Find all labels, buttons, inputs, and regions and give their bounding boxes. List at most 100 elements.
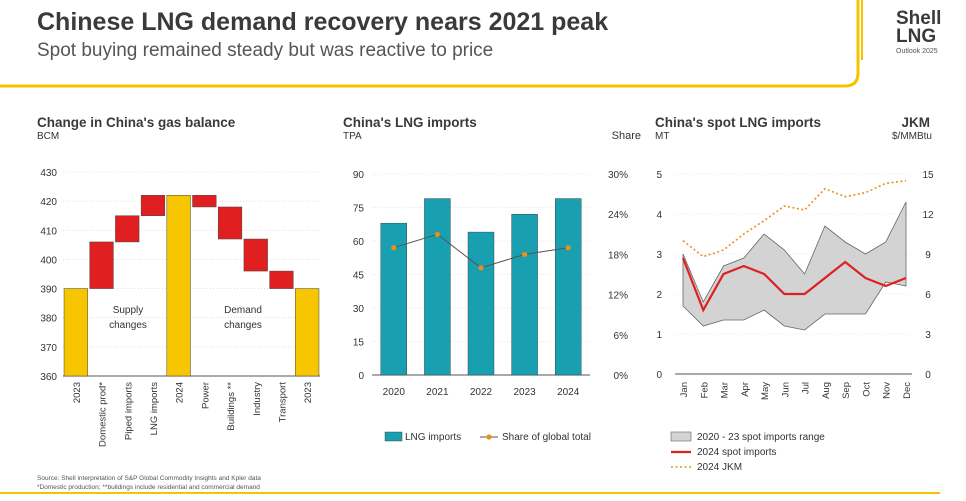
chart3-category-label: Nov bbox=[882, 382, 893, 399]
chart1-bar bbox=[295, 288, 320, 377]
logo-line-outlook: Outlook 2025 bbox=[896, 48, 938, 55]
chart3-y2tick-label: 15 bbox=[922, 170, 934, 181]
shell-lng-logo: Shell LNG Outlook 2025 bbox=[896, 8, 958, 55]
chart3-category-label: May bbox=[760, 382, 771, 400]
page-subtitle: Spot buying remained steady but was reac… bbox=[37, 40, 494, 61]
chart2-category-label: 2021 bbox=[426, 387, 449, 398]
chart2-category-label: 2024 bbox=[557, 387, 580, 398]
chart3-y2tick-label: 3 bbox=[925, 330, 931, 341]
page-title: Chinese LNG demand recovery nears 2021 p… bbox=[37, 8, 609, 36]
chart3-y2tick-label: 9 bbox=[925, 250, 931, 261]
chart2-y2label: Share bbox=[612, 130, 641, 142]
chart1-category-label: 2024 bbox=[175, 382, 186, 403]
chart2-y2tick-label: 12% bbox=[608, 291, 628, 302]
footer-note: *Domestic production; **buildings includ… bbox=[37, 484, 260, 491]
chart2-ytick-label: 45 bbox=[353, 271, 365, 282]
chart1-title: Change in China's gas balance bbox=[37, 115, 236, 130]
chart2-bar bbox=[555, 198, 582, 376]
chart2-legend-swatch-point bbox=[486, 434, 492, 440]
chart1-bar bbox=[192, 195, 217, 208]
chart2-legend-swatch-bars bbox=[384, 431, 403, 442]
chart1-bar bbox=[115, 215, 140, 243]
chart2-category-label: 2020 bbox=[383, 387, 406, 398]
chart1-bar bbox=[243, 238, 268, 272]
chart2-title: China's LNG imports bbox=[343, 115, 477, 130]
chart2-ytick-label: 60 bbox=[353, 237, 365, 248]
chart2-legend-bars: LNG imports bbox=[405, 432, 461, 443]
chart2-share-point bbox=[522, 251, 528, 257]
chart2-bar bbox=[380, 222, 407, 376]
chart1-ytick-label: 420 bbox=[40, 197, 57, 208]
chart3-legend-spot: 2024 spot imports bbox=[697, 447, 777, 458]
footer-source: Source: Shell interpretation of S&P Glob… bbox=[37, 475, 261, 482]
chart3-y2tick-label: 6 bbox=[925, 290, 931, 301]
chart3-category-label: Apr bbox=[740, 382, 751, 397]
chart3-legend-band: 2020 - 23 spot imports range bbox=[697, 432, 825, 443]
chart3-ytick-label: 5 bbox=[656, 170, 662, 181]
chart3-y2tick-label: 12 bbox=[922, 210, 934, 221]
chart2-y2tick-label: 24% bbox=[608, 210, 628, 221]
spot-imports-chart: China's spot LNG importsMTJKM$/MMBtu0123… bbox=[655, 115, 934, 473]
chart3-category-label: Dec bbox=[902, 382, 913, 399]
chart1-ytick-label: 370 bbox=[40, 343, 57, 354]
chart2-y2tick-label: 30% bbox=[608, 170, 628, 181]
chart1-ytick-label: 380 bbox=[40, 314, 57, 325]
chart3-title: China's spot LNG imports bbox=[655, 115, 821, 130]
chart1-category-label: Transport bbox=[277, 382, 288, 423]
chart3-spot-line bbox=[681, 257, 907, 313]
chart2-y2tick-label: 6% bbox=[614, 331, 629, 342]
chart1-ylabel: BCM bbox=[37, 131, 59, 142]
logo-line-shell: Shell bbox=[896, 8, 942, 29]
chart2-share-point bbox=[391, 245, 397, 251]
chart3-jkm-line bbox=[682, 179, 907, 258]
header-divider-swoosh bbox=[0, 0, 860, 88]
chart3-legend-jkm: 2024 JKM bbox=[697, 462, 742, 473]
chart2-ylabel: TPA bbox=[343, 131, 362, 142]
chart3-legend-swatch-band bbox=[670, 431, 692, 442]
chart1-category-label: 2023 bbox=[72, 382, 83, 403]
chart2-category-label: 2023 bbox=[513, 387, 536, 398]
chart1-ytick-label: 410 bbox=[40, 226, 57, 237]
chart1-bar bbox=[63, 288, 88, 377]
chart2-ytick-label: 15 bbox=[353, 338, 365, 349]
chart3-category-label: Aug bbox=[821, 382, 832, 399]
chart1-ytick-label: 400 bbox=[40, 255, 57, 266]
chart3-category-label: Jun bbox=[780, 382, 791, 397]
chart2-share-point bbox=[565, 245, 571, 251]
chart1-annotation-supply-changes: changes bbox=[109, 320, 147, 331]
chart1-ytick-label: 360 bbox=[40, 372, 57, 383]
chart3-category-label: Jul bbox=[801, 382, 812, 394]
chart1-bar bbox=[140, 195, 166, 216]
chart2-ytick-label: 0 bbox=[358, 371, 364, 382]
header: Chinese LNG demand recovery nears 2021 p… bbox=[0, 0, 966, 92]
chart1-category-label: Industry bbox=[252, 382, 263, 416]
chart1-annotation-demand: Demand bbox=[224, 305, 262, 316]
chart1-annotation-supply: Supply bbox=[113, 305, 144, 316]
chart2-ytick-label: 75 bbox=[353, 204, 365, 215]
chart2-y2tick-label: 0% bbox=[614, 371, 629, 382]
chart1-bar bbox=[269, 270, 294, 289]
chart2-bar bbox=[467, 231, 495, 376]
chart1-bar bbox=[89, 241, 114, 289]
chart1-bar bbox=[166, 195, 191, 377]
chart1-category-label: LNG imports bbox=[149, 382, 160, 436]
logo-line-lng: LNG bbox=[896, 26, 937, 47]
chart2-share-point bbox=[434, 231, 440, 237]
chart2-ytick-label: 30 bbox=[353, 304, 365, 315]
chart3-category-label: Mar bbox=[720, 382, 731, 398]
chart3-y2tick-label: 0 bbox=[925, 370, 931, 381]
chart3-ytick-label: 2 bbox=[656, 290, 662, 301]
chart2-ytick-label: 90 bbox=[353, 170, 365, 181]
chart2-y2tick-label: 18% bbox=[608, 250, 628, 261]
chart3-range-band bbox=[682, 201, 907, 331]
chart1-bar bbox=[217, 206, 243, 240]
chart1-category-label: Power bbox=[200, 382, 211, 409]
chart3-category-label: Oct bbox=[861, 382, 872, 397]
chart1-category-label: Domestic prod* bbox=[98, 382, 109, 447]
chart1-category-label: Piped imports bbox=[123, 382, 134, 440]
chart3-ylabel: MT bbox=[655, 131, 669, 142]
chart3-y2label: $/MMBtu bbox=[892, 131, 932, 142]
